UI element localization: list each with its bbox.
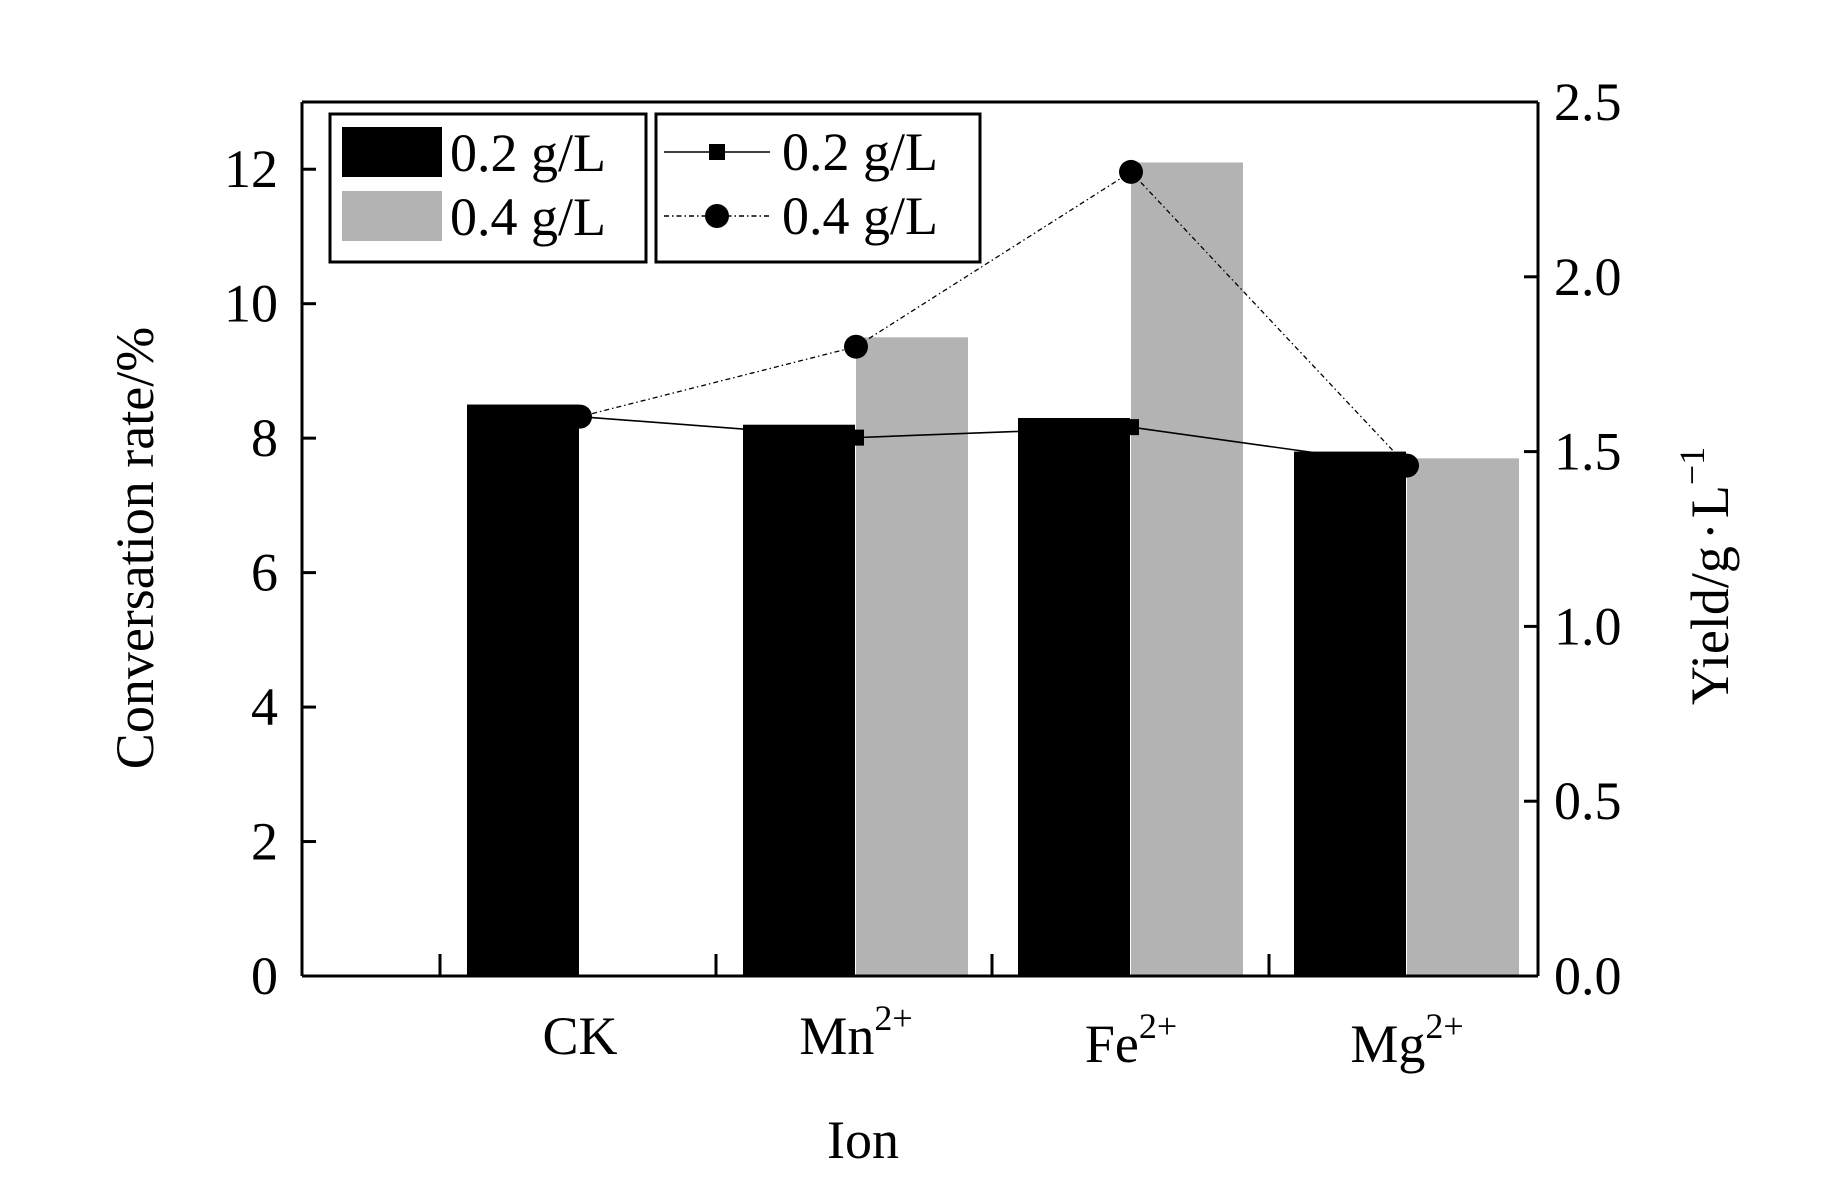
legend: 0.2 g/L0.4 g/L0.2 g/L0.4 g/L — [328, 112, 982, 264]
y-tick-label: 0 — [251, 946, 278, 1006]
x-tick-label: Mg2+ — [1350, 1006, 1463, 1074]
y2-tick-label: 2.0 — [1554, 247, 1622, 307]
y-tick-label: 12 — [224, 139, 278, 199]
y-tick-label: 2 — [251, 812, 278, 872]
axes: 0 2 4 6 8 10 12 0.0 0.5 1.0 1.5 2.0 2.5 CK Mn2+ Fe2+ Mg2… — [224, 72, 1622, 1074]
bar-1-2 — [1131, 162, 1243, 976]
bar-1-1 — [856, 337, 968, 976]
marker-circle-0 — [568, 404, 592, 429]
y2-tick-label: 0.0 — [1554, 946, 1622, 1006]
bar-legend-label-0: 0.2 g/L — [450, 123, 606, 183]
x-axis-title: Ion — [827, 1110, 899, 1170]
y2-axis-title: Yield/g·L−1 — [1672, 447, 1740, 705]
bar-legend-label-1: 0.4 g/L — [450, 187, 606, 247]
y-tick-label: 10 — [224, 274, 278, 334]
line-legend-label-0: 0.2 g/L — [782, 122, 938, 182]
x-tick-label: Mn2+ — [799, 998, 912, 1066]
bar-1-3 — [1407, 458, 1519, 976]
x-tick-label: CK — [542, 1006, 617, 1066]
plot-area — [467, 159, 1519, 977]
y-axis-title: Conversation rate/% — [105, 327, 165, 769]
marker-square-1 — [848, 429, 864, 446]
y-tick-label: 8 — [251, 408, 278, 468]
bar-0-3 — [1294, 451, 1406, 977]
marker-circle-2 — [1119, 159, 1143, 184]
y-tick-label: 4 — [251, 677, 278, 737]
bar-legend-swatch-0 — [342, 127, 442, 177]
y2-tick-label: 1.5 — [1554, 422, 1622, 482]
x-tick-label: Fe2+ — [1085, 1006, 1177, 1074]
line-legend-marker-1 — [705, 204, 729, 228]
marker-circle-1 — [844, 334, 868, 359]
bar-0-0 — [467, 404, 579, 976]
bar-0-2 — [1018, 417, 1130, 976]
y2-tick-label: 0.5 — [1554, 771, 1622, 831]
line-legend-marker-0 — [709, 144, 725, 160]
line-series-1 — [579, 171, 1408, 467]
y2-tick-label: 2.5 — [1554, 72, 1622, 132]
line-legend-box — [654, 112, 982, 264]
marker-square-2 — [1123, 419, 1139, 436]
bar-legend-swatch-1 — [342, 191, 442, 241]
line-legend-label-1: 0.4 g/L — [782, 186, 938, 246]
bar-0-1 — [743, 424, 855, 976]
marker-circle-3 — [1395, 453, 1419, 478]
y2-tick-label: 1.0 — [1554, 596, 1622, 656]
y-tick-label: 6 — [251, 543, 278, 603]
line-series-0 — [579, 415, 1408, 467]
